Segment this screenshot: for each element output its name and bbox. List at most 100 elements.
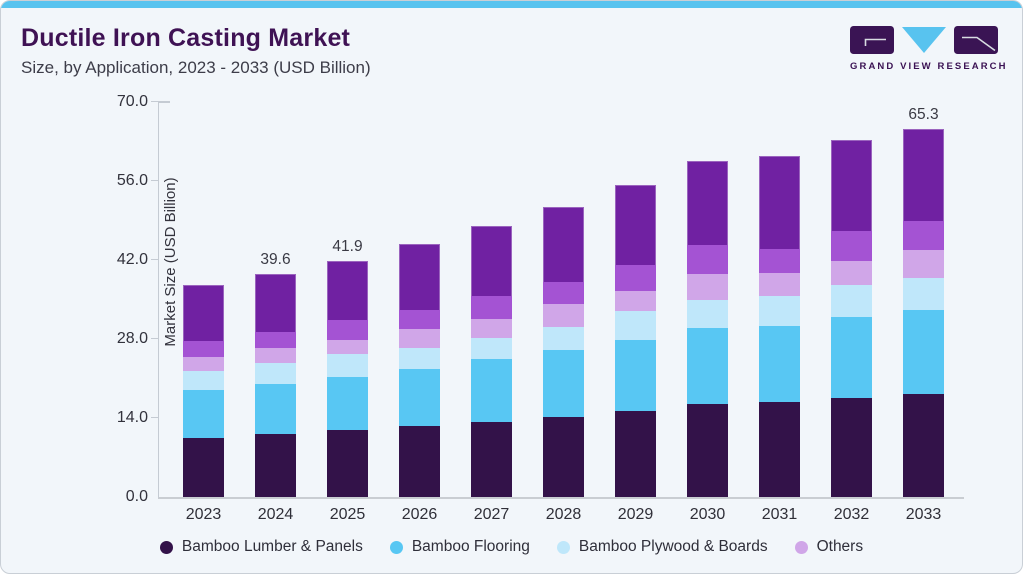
bar-segment-2025-5 (327, 320, 368, 340)
bar-segment-2030-2 (687, 327, 728, 404)
bar-value-label-2024: 39.6 (260, 250, 291, 268)
bar-segment-2028-5 (543, 282, 584, 304)
legend-label: Bamboo Plywood & Boards (578, 538, 768, 555)
bar-2032: 2032 (831, 139, 872, 523)
chart-subtitle: Size, by Application, 2023 - 2033 (USD B… (21, 57, 371, 77)
plot-area: Market Size (USD Billion) 0.0 14.0 28.0 42.… (117, 93, 964, 523)
bar-segment-2023-3 (183, 371, 224, 391)
y-tick-mark (151, 416, 159, 418)
bar-segment-2030-3 (687, 299, 728, 328)
gvr-logo-wordmark: GRAND VIEW RESEARCH (850, 61, 1008, 72)
chart-header: Ductile Iron Casting Market Size, by App… (21, 24, 371, 78)
bar-segment-2025-4 (327, 339, 368, 355)
y-axis-top-cap (159, 101, 170, 103)
bar-segment-2032-4 (831, 261, 872, 285)
x-tick-label-2032: 2032 (833, 506, 870, 523)
bar-segment-2024-1 (255, 434, 296, 497)
bar-segment-2029-6 (615, 184, 656, 265)
bar-value-label-2025: 41.9 (332, 237, 363, 255)
bar-segment-2024-5 (255, 332, 296, 349)
legend-item: Bamboo Plywood & Boards (556, 538, 768, 556)
y-tick-label: 0.0 (125, 488, 148, 505)
bar-segment-2024-3 (255, 362, 296, 384)
bar-segment-2023-1 (183, 438, 224, 497)
bar-segment-2031-3 (759, 295, 800, 326)
chart-legend: Bamboo Lumber & Panels Bamboo Flooring Bam… (1, 538, 1022, 556)
bar-segment-2028-3 (543, 327, 584, 351)
bar-segment-2033-2 (903, 309, 944, 395)
bar-2025: 41.9 2025 (327, 238, 368, 523)
bar-segment-2023-4 (183, 357, 224, 372)
bar-2031: 2031 (759, 156, 800, 523)
bar-segment-2028-6 (543, 206, 584, 283)
bar-segment-2031-5 (759, 248, 800, 273)
bar-segment-2028-1 (543, 416, 584, 497)
bar-segment-2029-5 (615, 264, 656, 291)
gvr-logo-mark (850, 26, 998, 54)
bar-segment-2029-1 (615, 410, 656, 497)
bar-segment-2026-4 (399, 328, 440, 349)
bar-segment-2031-4 (759, 272, 800, 296)
x-tick-label-2026: 2026 (401, 506, 438, 523)
x-tick-label-2027: 2027 (473, 506, 510, 523)
bar-segment-2025-1 (327, 430, 368, 497)
bar-2024: 39.6 2024 (255, 251, 296, 523)
bar-segment-2030-5 (687, 244, 728, 275)
bar-segment-2026-1 (399, 425, 440, 497)
bar-segment-2027-1 (471, 421, 512, 497)
bar-segment-2024-4 (255, 348, 296, 363)
x-tick-label-2028: 2028 (545, 506, 582, 523)
gvr-r-tile-icon (954, 26, 998, 54)
legend-label: Others (816, 538, 864, 555)
bars-container: 2023 39.6 2024 41.9 2025 2026 2027 2028 2029 2030… (159, 102, 964, 523)
bar-segment-2033-6 (903, 128, 944, 221)
y-tick-label: 14.0 (116, 409, 148, 426)
bar-2029: 2029 (615, 184, 656, 523)
x-tick-label-2029: 2029 (617, 506, 654, 523)
grand-view-research-logo: GRAND VIEW RESEARCH (850, 26, 1008, 72)
y-tick-label: 70.0 (116, 93, 148, 110)
bar-segment-2031-1 (759, 402, 800, 497)
bar-segment-2026-3 (399, 348, 440, 369)
card-top-accent-bar (1, 1, 1022, 8)
bar-segment-2024-2 (255, 383, 296, 435)
bar-segment-2025-6 (327, 260, 368, 321)
bar-segment-2027-4 (471, 318, 512, 338)
bar-segment-2023-5 (183, 341, 224, 358)
bar-segment-2029-2 (615, 340, 656, 411)
bar-segment-2027-6 (471, 225, 512, 297)
y-tick-mark (151, 337, 159, 339)
bar-segment-2026-6 (399, 244, 440, 311)
bar-segment-2028-2 (543, 350, 584, 417)
bar-segment-2029-3 (615, 311, 656, 341)
legend-label: Bamboo Lumber & Panels (181, 538, 363, 555)
bar-segment-2030-1 (687, 403, 728, 497)
bar-segment-2027-2 (471, 359, 512, 422)
bar-segment-2032-1 (831, 398, 872, 497)
bar-segment-2027-5 (471, 296, 512, 319)
x-tick-label-2025: 2025 (329, 506, 366, 523)
bar-segment-2033-1 (903, 394, 944, 497)
y-tick-mark (151, 179, 159, 181)
chart-title: Ductile Iron Casting Market (21, 24, 351, 52)
bar-segment-2032-3 (831, 284, 872, 317)
legend-dot-icon (794, 540, 808, 554)
x-tick-label-2031: 2031 (761, 506, 798, 523)
bar-segment-2030-6 (687, 161, 728, 245)
bar-value-label-2033: 65.3 (908, 105, 939, 123)
bar-segment-2032-2 (831, 316, 872, 399)
bar-segment-2023-2 (183, 390, 224, 439)
x-tick-label-2023: 2023 (185, 506, 222, 523)
legend-dot-icon (159, 540, 173, 554)
bar-segment-2023-6 (183, 284, 224, 342)
legend-dot-icon (389, 540, 403, 554)
legend-dot-icon (556, 540, 570, 554)
bar-segment-2033-4 (903, 250, 944, 278)
bar-2030: 2030 (687, 161, 728, 523)
bar-2026: 2026 (399, 244, 440, 523)
legend-item: Others (794, 538, 864, 556)
bar-segment-2033-5 (903, 220, 944, 251)
bar-segment-2032-5 (831, 231, 872, 262)
gvr-g-tile-icon (850, 26, 894, 54)
